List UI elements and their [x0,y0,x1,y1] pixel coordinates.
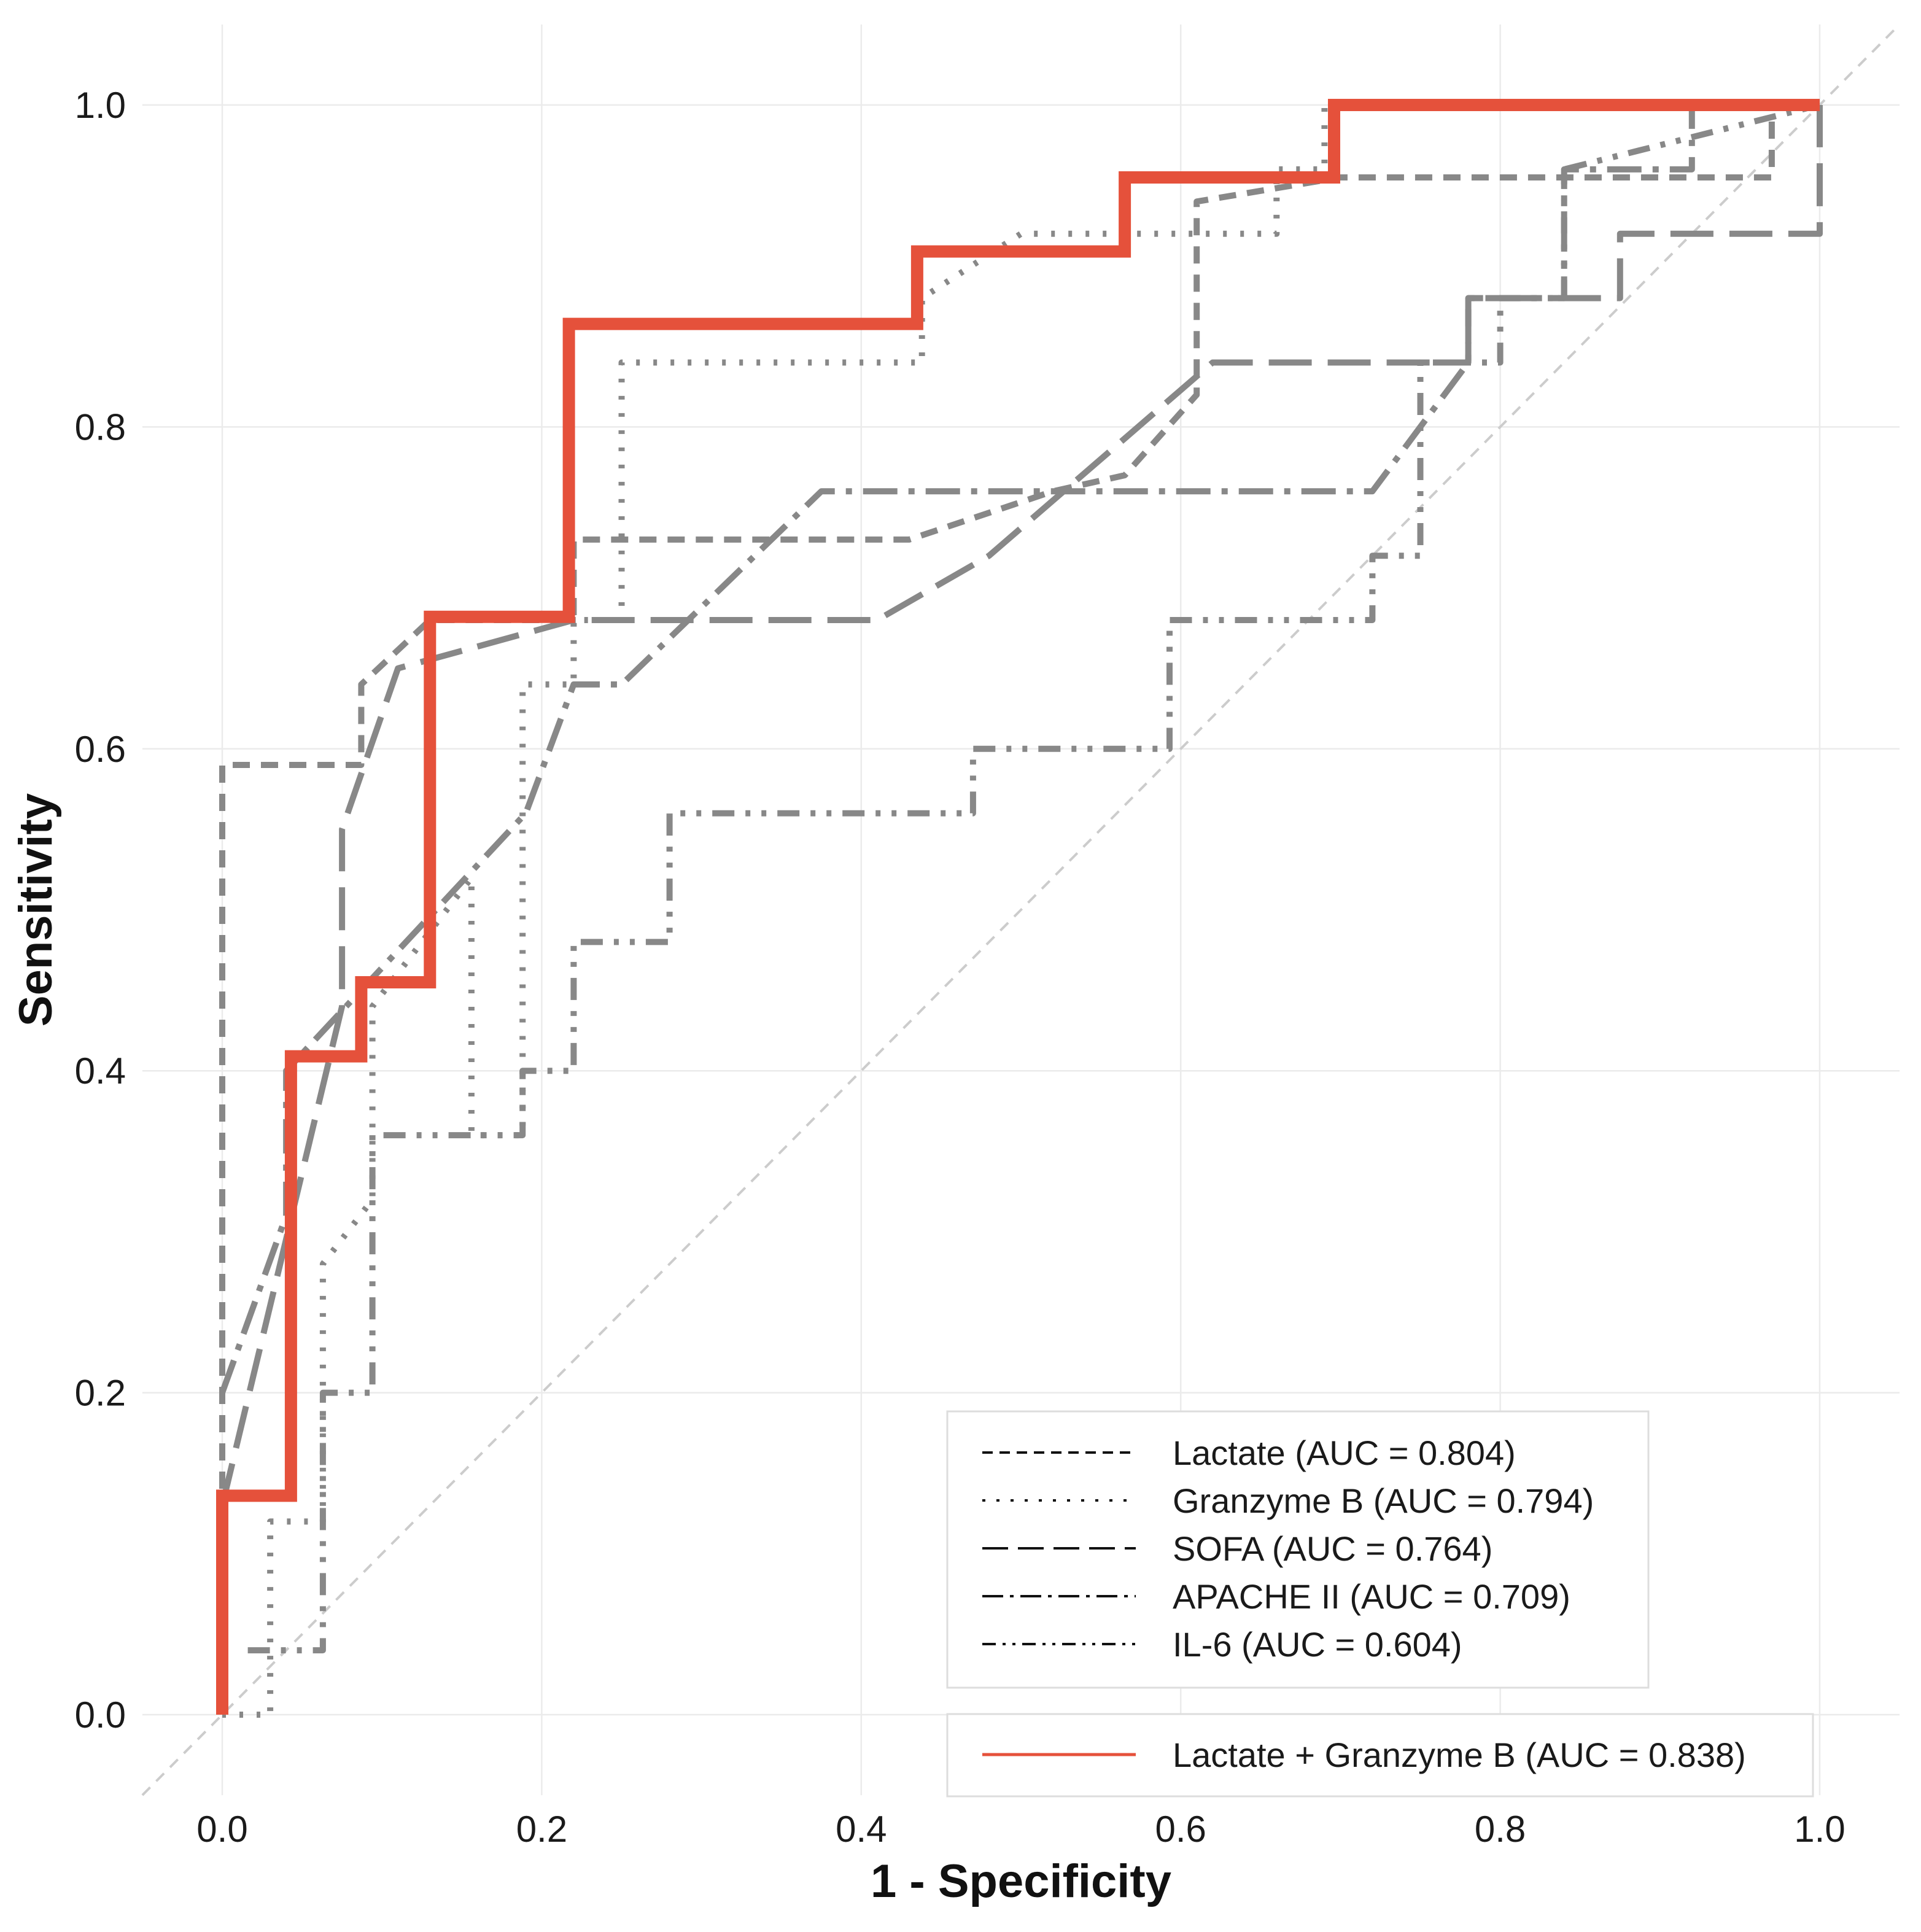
x-tick-label-0: 0.0 [196,1809,247,1850]
x-tick-label-4: 0.8 [1475,1809,1526,1850]
diagonal-line [141,23,1901,1796]
series-line-4 [247,102,1821,1654]
tick-labels: 0.0 0.2 0.4 0.6 0.8 1.0 0.0 0.2 0.4 0.6 0.8 1.0 [75,85,1845,1850]
x-tick-label-2: 0.4 [836,1809,887,1850]
diagonal-reference [141,23,1901,1796]
y-tick-label-5: 1.0 [75,85,126,126]
x-axis-title: 1 - Specificity [871,1855,1171,1907]
legend-label-0: Lactate (AUC = 0.804) [1173,1433,1516,1472]
y-axis-title: Sensitivity [10,793,62,1026]
y-tick-label-0: 0.0 [75,1694,126,1736]
legend-label-2: SOFA (AUC = 0.764) [1173,1529,1492,1568]
series-layer [216,99,1823,1718]
y-tick-label-2: 0.4 [75,1050,126,1092]
legend-label-4: IL-6 (AUC = 0.604) [1173,1625,1462,1664]
x-tick-label-5: 1.0 [1794,1809,1845,1850]
series-line-0 [219,102,1820,1715]
x-tick-label-1: 0.2 [516,1809,567,1850]
y-tick-label-4: 0.8 [75,406,126,448]
legend: Lactate (AUC = 0.804) Granzyme B (AUC = 0… [946,1410,1814,1798]
x-tick-label-3: 0.6 [1155,1809,1206,1850]
y-tick-label-3: 0.6 [75,729,126,770]
series-line-5 [216,99,1820,1715]
legend-label-combined: Lactate + Granzyme B (AUC = 0.838) [1173,1736,1746,1774]
y-tick-label-1: 0.2 [75,1373,126,1414]
series-line-2 [219,105,1823,1507]
legend-label-1: Granzyme B (AUC = 0.794) [1173,1481,1594,1520]
legend-label-3: APACHE II (AUC = 0.709) [1173,1577,1570,1616]
